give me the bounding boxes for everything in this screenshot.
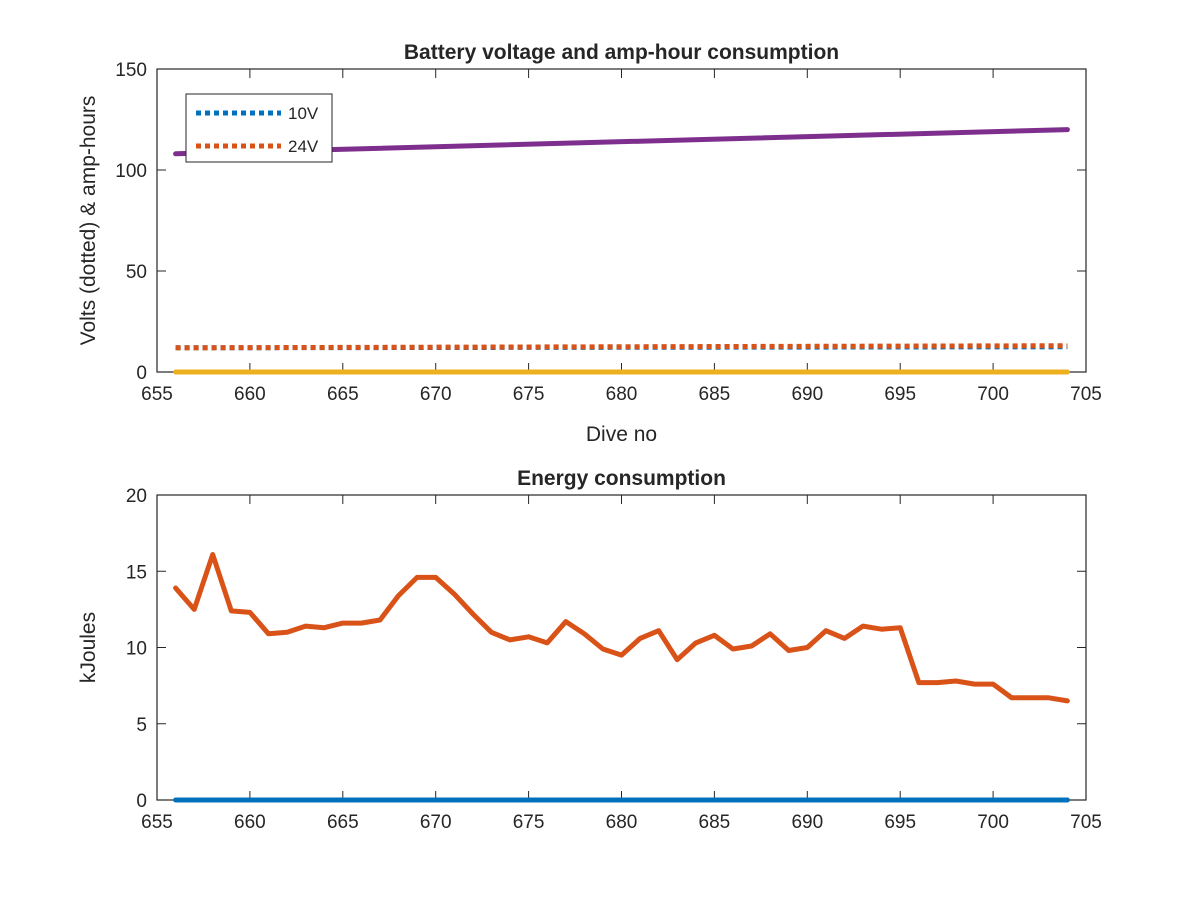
y-tick-label: 5 <box>136 715 147 736</box>
series-1-line <box>173 552 1070 704</box>
axes-box <box>156 494 1087 801</box>
x-tick-label: 705 <box>1070 812 1102 833</box>
x-tick-label: 695 <box>884 384 916 405</box>
legend-label: 10V <box>288 104 319 123</box>
y-tick-label: 0 <box>136 791 147 812</box>
x-tick-label: 665 <box>327 384 359 405</box>
chart-battery-voltage: 655 660 665 670 675 680 685 690 695 700 705 0 50 100 1… <box>77 41 1102 446</box>
y-tick-label: 50 <box>126 262 147 283</box>
y-tick-label: 15 <box>126 562 147 583</box>
x-axis-label: Dive no <box>586 423 657 446</box>
chart-energy-consumption: 655 660 665 670 675 680 685 690 695 700 705 0 5 10 15 2… <box>77 467 1102 833</box>
x-tick-label: 690 <box>791 384 823 405</box>
x-tick-label: 705 <box>1070 384 1102 405</box>
x-tick-label: 670 <box>420 812 452 833</box>
x-tick-label: 700 <box>977 812 1009 833</box>
x-tick-label: 660 <box>234 812 266 833</box>
x-tick-label: 690 <box>791 812 823 833</box>
y-axis-label: kJoules <box>77 612 100 683</box>
x-tick-label: 665 <box>327 812 359 833</box>
x-tick-label: 685 <box>699 384 731 405</box>
x-tick-label: 700 <box>977 384 1009 405</box>
x-tick-label: 675 <box>513 384 545 405</box>
legend-box <box>185 93 333 163</box>
x-tick-label: 680 <box>606 384 638 405</box>
chart-title: Energy consumption <box>517 467 726 490</box>
y-tick-label: 10 <box>126 639 147 660</box>
x-tick-label: 680 <box>606 812 638 833</box>
legend: 10V 24V <box>185 93 333 163</box>
y-tick-label: 0 <box>136 363 147 384</box>
y-tick-label: 150 <box>115 60 147 81</box>
x-tick-label: 655 <box>141 384 173 405</box>
y-axis-label: Volts (dotted) & amp-hours <box>77 96 100 346</box>
y-tick-label: 100 <box>115 161 147 182</box>
x-tick-label: 670 <box>420 384 452 405</box>
legend-label: 24V <box>288 137 319 156</box>
x-tick-label: 660 <box>234 384 266 405</box>
chart-title: Battery voltage and amp-hour consumption <box>404 41 839 64</box>
series-24v-line <box>175 343 1068 351</box>
x-tick-label: 675 <box>513 812 545 833</box>
x-tick-label: 695 <box>884 812 916 833</box>
x-tick-label: 685 <box>699 812 731 833</box>
y-tick-label: 20 <box>126 486 147 507</box>
x-tick-label: 655 <box>141 812 173 833</box>
